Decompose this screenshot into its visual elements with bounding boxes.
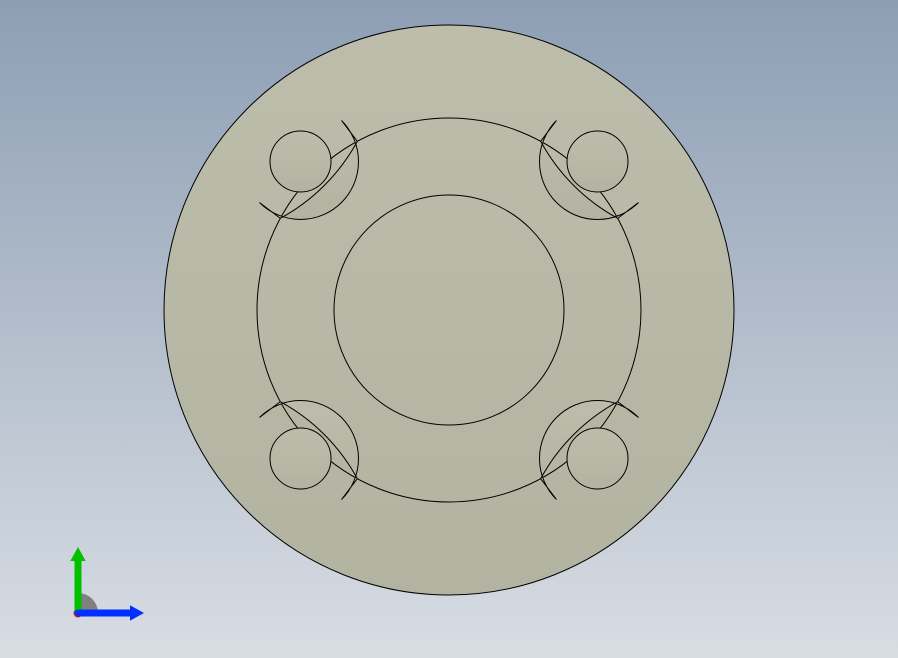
- cad-viewport[interactable]: YZ: [0, 0, 898, 658]
- axis-triad[interactable]: YZ: [40, 545, 150, 658]
- bolt-hole: [270, 131, 331, 192]
- bolt-hole: [567, 428, 628, 489]
- flange-outer-disk: [164, 25, 734, 595]
- axis-y-icon-head: [70, 547, 85, 561]
- bolt-hole: [567, 131, 628, 192]
- bolt-hole: [270, 428, 331, 489]
- axis-z-icon-head: [130, 605, 144, 620]
